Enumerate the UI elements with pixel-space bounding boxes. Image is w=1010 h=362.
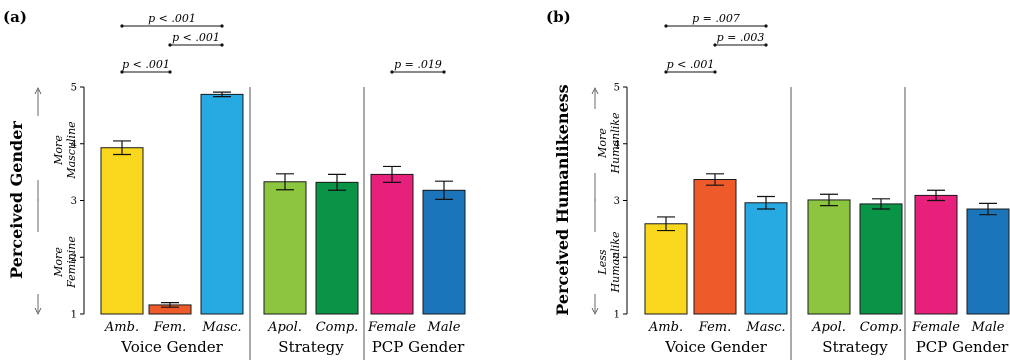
upper-range-label: MoreMasculine	[52, 121, 78, 180]
x-tick-label: Comp.	[860, 320, 903, 335]
group-label: Strategy	[278, 338, 344, 356]
y-tick-label: 4	[71, 139, 77, 150]
group-label: Strategy	[822, 338, 888, 356]
bracket-end	[764, 43, 768, 47]
x-tick-label: Fem.	[153, 320, 186, 335]
bracket-end	[713, 70, 717, 74]
x-tick-label: Apol.	[811, 320, 846, 335]
lower-range-label-line: Humanlike	[609, 231, 622, 293]
arrow-head-down	[591, 307, 599, 315]
bar-apol	[807, 199, 851, 315]
p-value-label: p < .001	[148, 12, 196, 25]
x-tick-label: Fem.	[698, 320, 731, 335]
y-tick-label: 4	[614, 139, 620, 150]
lower-range-label-line: Feminine	[65, 236, 78, 289]
upper-range-label: MoreHumanlike	[596, 112, 622, 174]
bracket-end	[120, 70, 124, 74]
arrow-head-down	[34, 307, 42, 315]
x-tick-label: Masc.	[745, 320, 785, 335]
bar-comp	[315, 181, 359, 315]
bracket-end	[390, 70, 394, 74]
group-label: Voice Gender	[120, 338, 223, 356]
p-value-label: p < .001	[172, 31, 220, 44]
bracket-end	[220, 43, 224, 47]
bar-amb	[644, 223, 688, 315]
bar-apol	[263, 181, 307, 315]
x-tick-label: Male	[427, 320, 461, 335]
bar-fem	[693, 179, 737, 315]
bar-amb	[100, 147, 144, 315]
y-tick-label: 5	[71, 83, 77, 94]
p-value-label: p < .001	[122, 58, 170, 71]
x-tick-label: Amb.	[648, 320, 683, 335]
x-tick-label: Amb.	[104, 320, 139, 335]
panel-label: (b)	[546, 8, 571, 26]
bracket-end	[168, 70, 172, 74]
x-tick-label: Masc.	[201, 320, 241, 335]
y-tick-label: 3	[71, 196, 77, 207]
x-tick-label: Female	[911, 320, 960, 335]
p-value-label: p < .001	[667, 58, 715, 71]
arrow-head-up	[34, 87, 42, 95]
y-axis-title: Perceived Gender	[7, 121, 26, 279]
lower-range-label: LessHumanlike	[596, 231, 622, 293]
panel-a: (a)Perceived Gender12345MoreMasculineMor…	[3, 8, 466, 360]
panel-b: (b)Perceived Humanlikeness 12345MoreHuman…	[546, 8, 1010, 360]
x-tick-label: Male	[971, 320, 1005, 335]
x-tick-label: Female	[367, 320, 416, 335]
p-value-label: p = .007	[692, 12, 740, 25]
bar-masc	[200, 93, 244, 315]
bracket-end	[220, 24, 224, 28]
upper-range-label-line: More	[596, 128, 609, 159]
p-value-label: p = .019	[394, 58, 442, 71]
y-tick-label: 2	[614, 253, 620, 264]
bracket-end	[713, 43, 717, 47]
bar-male	[966, 208, 1010, 315]
bar-male	[422, 189, 466, 315]
lower-range-label-line: Less	[596, 249, 609, 275]
x-tick-label: Apol.	[267, 320, 302, 335]
p-value-label: p = .003	[717, 31, 765, 44]
y-tick-label: 2	[71, 253, 77, 264]
y-tick-label: 5	[614, 83, 620, 94]
upper-range-label-line: More	[52, 135, 65, 166]
upper-range-label-line: Masculine	[65, 121, 78, 180]
y-tick-label: 1	[71, 310, 77, 321]
bracket-end	[120, 24, 124, 28]
bracket-end	[442, 70, 446, 74]
y-axis-title: Perceived Humanlikeness	[553, 84, 572, 315]
bracket-end	[168, 43, 172, 47]
y-tick-label: 1	[614, 310, 620, 321]
x-tick-label: Comp.	[316, 320, 359, 335]
lower-range-label: MoreFeminine	[52, 236, 78, 289]
y-tick-label: 3	[614, 196, 620, 207]
upper-range-label-line: Humanlike	[609, 112, 622, 174]
bar-comp	[859, 203, 903, 315]
arrow-head-up	[591, 87, 599, 95]
bar-female	[370, 173, 414, 315]
bar-masc	[744, 202, 788, 315]
lower-range-label-line: More	[52, 247, 65, 278]
bracket-end	[664, 24, 668, 28]
bracket-end	[764, 24, 768, 28]
bar-female	[914, 194, 958, 315]
group-label: Voice Gender	[664, 338, 767, 356]
panel-label: (a)	[3, 8, 27, 26]
group-label: PCP Gender	[372, 338, 465, 356]
group-label: PCP Gender	[916, 338, 1009, 356]
bracket-end	[664, 70, 668, 74]
